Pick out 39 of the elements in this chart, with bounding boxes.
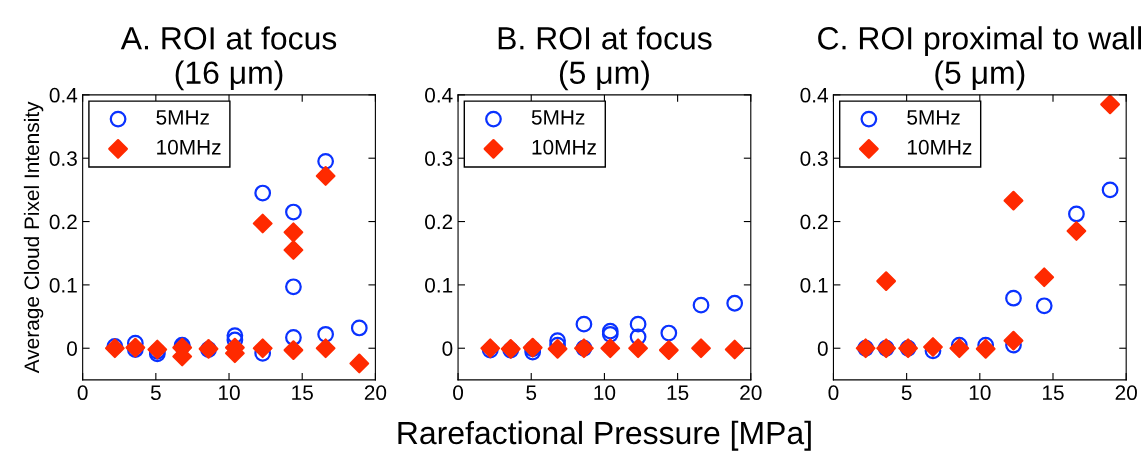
y-axis-title: Average Cloud Pixel Intensity xyxy=(23,101,44,374)
y-tick-label: 0.4 xyxy=(425,87,453,103)
chart-title: A. ROI at focus (16 μm) xyxy=(120,26,337,91)
x-tick-label: 10 xyxy=(969,385,991,401)
x-tick-label: 20 xyxy=(740,385,762,401)
y-tick-label: 0.1 xyxy=(425,277,453,293)
y-tick-label: 0 xyxy=(67,341,77,356)
x-tick-label: 5 xyxy=(150,385,161,401)
x-tick-label: 10 xyxy=(219,385,240,401)
x-tick-label: 10 xyxy=(594,385,616,401)
x-tick-label: 15 xyxy=(1043,385,1064,401)
y-tick-label: 0.3 xyxy=(800,151,828,166)
chart-title: B. ROI at focus (5 μm) xyxy=(498,26,712,91)
legend-label: 5MHz xyxy=(156,110,209,125)
x-tick-label: 15 xyxy=(667,385,689,401)
legend-label: 5MHz xyxy=(907,110,960,125)
y-tick-label: 0.3 xyxy=(49,151,77,166)
legend-label: 5MHz xyxy=(531,110,585,125)
x-tick-label: 5 xyxy=(526,385,537,401)
y-tick-label: 0.4 xyxy=(49,87,78,103)
y-tick-label: 0.2 xyxy=(425,214,453,230)
legend-label: 10MHz xyxy=(157,139,221,155)
x-tick-label: 20 xyxy=(364,385,387,401)
legend-label: 10MHz xyxy=(907,139,972,155)
y-tick-label: 0 xyxy=(442,341,453,356)
y-tick-label: 0.2 xyxy=(49,214,77,230)
y-tick-label: 0.2 xyxy=(800,214,828,230)
x-tick-label: 15 xyxy=(292,385,313,401)
y-tick-label: 0.3 xyxy=(425,151,453,166)
x-tick-label: 5 xyxy=(901,385,912,401)
x-tick-label: 0 xyxy=(453,385,464,401)
legend-label: 10MHz xyxy=(532,139,596,155)
x-tick-label: 20 xyxy=(1115,385,1137,401)
x-tick-label: 0 xyxy=(77,385,88,401)
y-tick-label: 0 xyxy=(817,341,828,356)
x-axis-title: Rarefactional Pressure [MPa] xyxy=(398,420,811,451)
y-tick-label: 0.1 xyxy=(800,277,828,293)
y-tick-label: 0.1 xyxy=(49,277,77,293)
x-tick-label: 0 xyxy=(828,385,839,401)
